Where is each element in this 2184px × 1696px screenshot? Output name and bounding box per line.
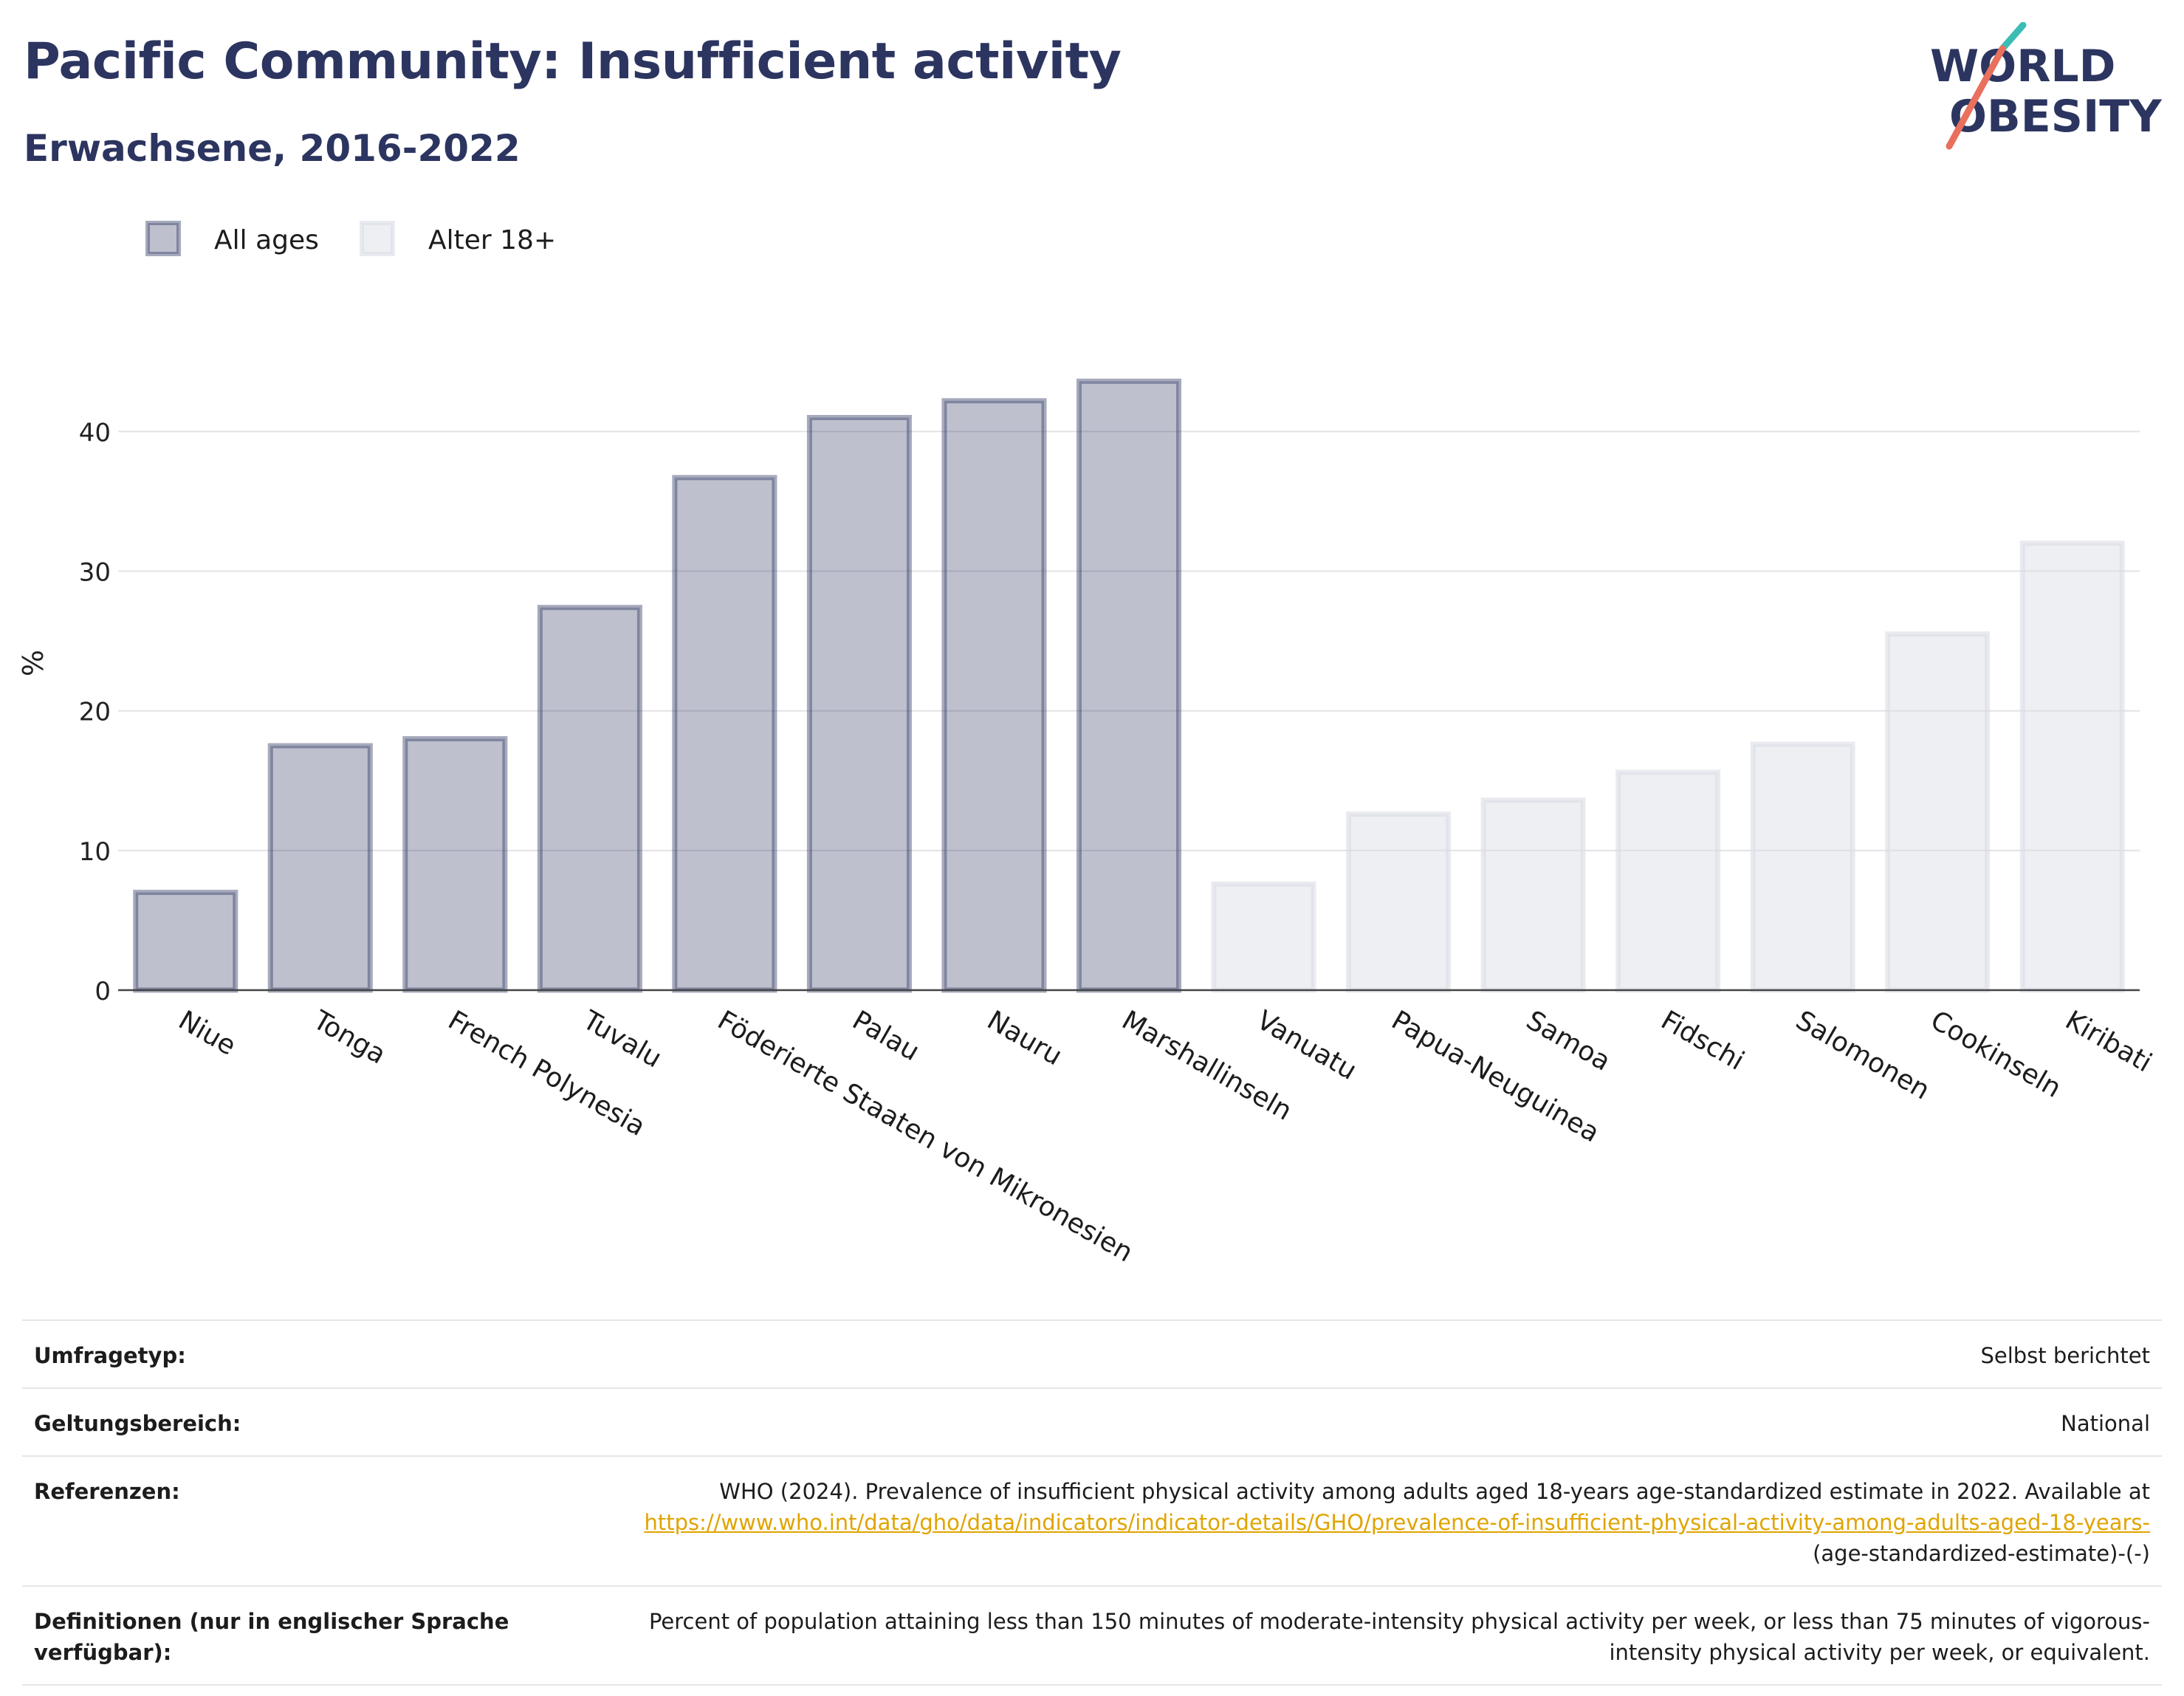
x-tick-label: Palau [847, 1005, 924, 1067]
survey-type-value: Selbst berichtet [1980, 1343, 2150, 1368]
references-suffix: (age-standardized-estimate)-(-) [1813, 1541, 2150, 1566]
info-row-definitions: Definitionen (nur in englischer Sprache … [22, 1586, 2162, 1685]
bar-marshallinseln [1076, 378, 1182, 993]
x-tick-label: Kiribati [2060, 1005, 2157, 1078]
bar-french-polynesia [402, 736, 508, 993]
logo-line2: OBESITY [1949, 91, 2163, 143]
world-obesity-logo: WORLD OBESITY [1930, 22, 2163, 150]
y-tick-label: 20 [79, 698, 111, 727]
info-table: Umfragetyp: Selbst berichtet Geltungsber… [22, 1319, 2162, 1686]
definitions-value: Percent of population attaining less tha… [648, 1609, 2150, 1665]
y-tick-label: 0 [95, 977, 111, 1006]
coverage-label: Geltungsbereich: [34, 1411, 241, 1436]
y-axis-ticks: 0 10 20 30 40 [79, 418, 111, 1006]
bar-salomonen [1750, 741, 1855, 993]
bar-vanuatu [1211, 881, 1316, 993]
bars [133, 378, 2125, 993]
bar-kiribati [2019, 540, 2125, 993]
x-tick-label: Vanuatu [1251, 1005, 1361, 1086]
bar-niue [133, 890, 238, 993]
x-tick-label: Cookinseln [1926, 1005, 2067, 1104]
logo-slash-teal-icon [1999, 22, 2027, 52]
y-tick-label: 40 [79, 418, 111, 447]
bar-fidschi [1615, 769, 1721, 993]
chart-subtitle: Erwachsene, 2016-2022 [24, 127, 521, 170]
logo-slash-coral-icon [1946, 45, 2006, 150]
definitions-label: Definitionen (nur in englischer Sprache … [34, 1609, 509, 1665]
x-tick-label: Föderierte Staaten von Mikronesien [712, 1005, 1138, 1268]
logo-line1: WORLD [1930, 41, 2115, 92]
bar-palau [806, 414, 912, 993]
grid-lines [118, 430, 2140, 851]
info-row-coverage: Geltungsbereich: National [22, 1388, 2162, 1456]
info-row-references: Referenzen: WHO (2024). Prevalence of in… [22, 1456, 2162, 1586]
x-tick-label: Salomonen [1790, 1005, 1934, 1105]
references-text: WHO (2024). Prevalence of insufficient p… [719, 1479, 2150, 1504]
references-label: Referenzen: [34, 1479, 180, 1504]
chart-title: Pacific Community: Insufficient activity [24, 32, 1122, 91]
survey-type-label: Umfragetyp: [34, 1343, 186, 1368]
bar-samoa [1480, 797, 1586, 993]
legend-label: Alter 18+ [428, 225, 556, 255]
x-tick-label: Niue [174, 1005, 241, 1061]
bar-tuvalu [537, 605, 642, 993]
bar-papua-neuguinea [1346, 811, 1452, 993]
bar-nauru [941, 398, 1047, 993]
references-link[interactable]: https://www.who.int/data/gho/data/indica… [644, 1510, 2150, 1535]
references-value: WHO (2024). Prevalence of insufficient p… [577, 1456, 2162, 1586]
x-tick-label: Nauru [982, 1005, 1067, 1071]
legend-label: All ages [214, 225, 319, 255]
x-tick-label: Tuvalu [577, 1005, 667, 1074]
chart-legend: All ages Alter 18+ [145, 221, 556, 256]
bar-cookinseln [1885, 631, 1991, 993]
x-tick-label: Samoa [1521, 1005, 1615, 1077]
info-row-survey-type: Umfragetyp: Selbst berichtet [22, 1320, 2162, 1388]
y-tick-label: 30 [79, 558, 111, 588]
coverage-value: National [2061, 1411, 2150, 1436]
x-tick-label: Fidschi [1656, 1005, 1749, 1077]
y-tick-label: 10 [79, 837, 111, 867]
y-axis-label: % [17, 650, 49, 676]
bar-tonga [267, 743, 373, 993]
legend-swatch [145, 221, 181, 256]
legend-swatch [360, 221, 395, 256]
x-tick-label: Tonga [307, 1005, 391, 1071]
bar-f-derierte-staaten-von-mikronesien [672, 475, 777, 993]
